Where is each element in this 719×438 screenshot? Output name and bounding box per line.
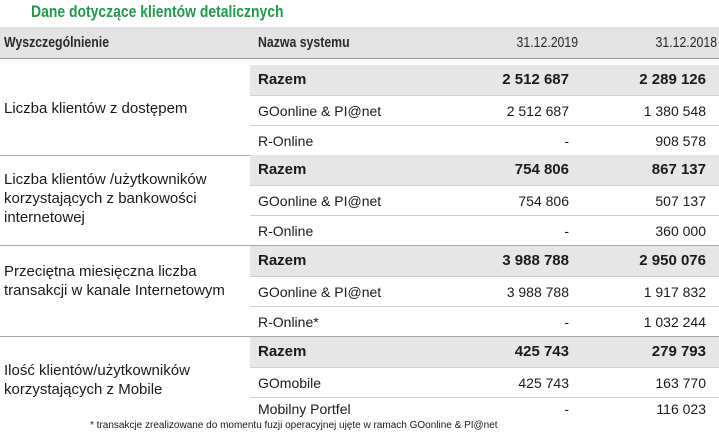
value-2019: 3 988 788 — [506, 284, 569, 300]
table-row: GOonline & PI@net 754 806 507 137 — [250, 185, 719, 216]
value-2019: - — [564, 133, 569, 149]
system-name: Razem — [258, 252, 307, 269]
table-row: Mobilny Portfel - 116 023 — [250, 397, 719, 421]
value-2019: - — [564, 314, 569, 330]
value-2018: 279 793 — [651, 343, 706, 360]
system-name: GOmobile — [258, 375, 322, 391]
system-name: GOonline & PI@net — [258, 284, 382, 300]
table-row: GOonline & PI@net 3 988 788 1 917 832 — [250, 276, 719, 307]
system-name: R-Online* — [258, 314, 319, 330]
table-row-total: Razem 2 512 687 2 289 126 — [250, 65, 719, 95]
table-row-total: Razem 3 988 788 2 950 076 — [250, 246, 719, 276]
value-2018: 1 032 244 — [643, 314, 706, 330]
system-name: GOonline & PI@net — [258, 193, 382, 209]
header-date-2019: 31.12.2019 — [516, 34, 578, 51]
system-name: R-Online — [258, 223, 314, 239]
table-row: R-Online - 908 578 — [250, 125, 719, 156]
table-row-total: Razem 425 743 279 793 — [250, 337, 719, 367]
group-divider — [0, 336, 719, 337]
header-description: Wyszczególnienie — [4, 34, 110, 51]
header-system-name: Nazwa systemu — [258, 34, 350, 51]
footnote: * transakcje zrealizowane do momentu fuz… — [90, 420, 498, 431]
value-2018: 2 950 076 — [639, 252, 706, 269]
value-2018: 116 023 — [656, 401, 706, 417]
group-label: Liczba klientów /użytkowników korzystają… — [4, 171, 207, 226]
system-name: Razem — [258, 71, 307, 88]
system-name: Mobilny Portfel — [258, 401, 351, 417]
group-clients-access: Liczba klientów z dostępem Razem 2 512 6… — [0, 65, 719, 155]
header-date-2018: 31.12.2018 — [655, 34, 717, 51]
value-2019: - — [564, 401, 569, 417]
value-2018: 360 000 — [655, 223, 706, 239]
table-header: Wyszczególnienie Nazwa systemu 31.12.201… — [0, 27, 719, 59]
system-name: GOonline & PI@net — [258, 103, 382, 119]
table-row: R-Online - 360 000 — [250, 215, 719, 246]
value-2018: 908 578 — [655, 133, 706, 149]
page-title: Dane dotyczące klientów detalicznych — [31, 2, 284, 21]
value-2018: 163 770 — [655, 375, 706, 391]
value-2018: 2 289 126 — [639, 71, 706, 88]
table-row: GOmobile 425 743 163 770 — [250, 367, 719, 398]
group-divider — [0, 245, 719, 246]
value-2019: 2 512 687 — [502, 71, 569, 88]
value-2018: 507 137 — [655, 193, 706, 209]
value-2018: 867 137 — [651, 161, 706, 178]
value-2019: 754 806 — [514, 161, 569, 178]
value-2019: - — [564, 223, 569, 239]
value-2019: 425 743 — [518, 375, 569, 391]
value-2019: 754 806 — [518, 193, 569, 209]
system-name: Razem — [258, 343, 307, 360]
group-label: Liczba klientów z dostępem — [4, 100, 188, 117]
table-row: R-Online* - 1 032 244 — [250, 306, 719, 337]
value-2018: 1 380 548 — [643, 103, 706, 119]
group-mobile-users: Ilość klientów/użytkowników korzystający… — [0, 337, 719, 420]
value-2018: 1 917 832 — [643, 284, 706, 300]
value-2019: 425 743 — [514, 343, 569, 360]
system-name: Razem — [258, 161, 307, 178]
table-row-total: Razem 754 806 867 137 — [250, 155, 719, 185]
group-monthly-transactions: Przeciętna miesięczna liczba transakcji … — [0, 246, 719, 336]
table-row: GOonline & PI@net 2 512 687 1 380 548 — [250, 95, 719, 126]
group-internet-banking-users: Liczba klientów /użytkowników korzystają… — [0, 155, 719, 245]
group-label: Ilość klientów/użytkowników korzystający… — [4, 362, 190, 398]
group-label: Przeciętna miesięczna liczba transakcji … — [4, 263, 225, 299]
value-2019: 3 988 788 — [502, 252, 569, 269]
value-2019: 2 512 687 — [506, 103, 569, 119]
system-name: R-Online — [258, 133, 314, 149]
